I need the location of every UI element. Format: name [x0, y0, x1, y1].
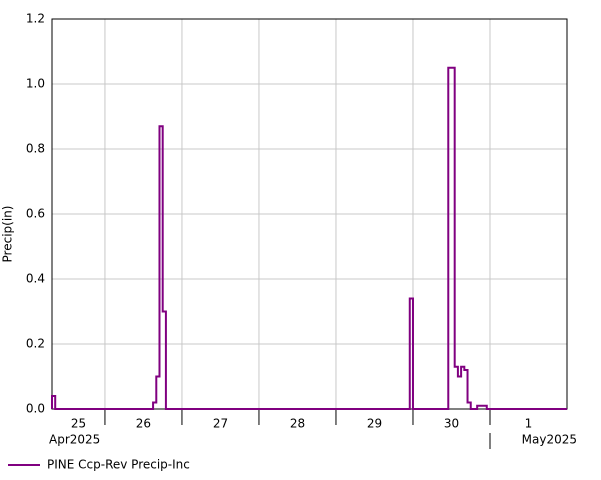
legend-label: PINE Ccp-Rev Precip-Inc	[47, 458, 190, 472]
y-tick-label: 1.0	[26, 77, 45, 91]
x-tick-label: 26	[136, 417, 151, 431]
x-tick-label: 30	[444, 417, 459, 431]
x-tick-label: 27	[213, 417, 228, 431]
y-tick-label: 1.2	[26, 12, 45, 26]
month-label: Apr2025	[49, 433, 100, 447]
x-tick-label: 1	[525, 417, 533, 431]
y-axis-label: Precip(in)	[1, 206, 15, 263]
y-tick-label: 0.4	[26, 272, 45, 286]
x-tick-label: 25	[71, 417, 86, 431]
y-tick-label: 0.0	[26, 402, 45, 416]
x-tick-label: 28	[290, 417, 305, 431]
month-label: May2025	[522, 433, 577, 447]
y-tick-label: 0.6	[26, 207, 45, 221]
y-tick-label: 0.8	[26, 142, 45, 156]
series-line	[51, 66, 567, 410]
x-tick-label: 29	[367, 417, 382, 431]
y-tick-label: 0.2	[26, 337, 45, 351]
